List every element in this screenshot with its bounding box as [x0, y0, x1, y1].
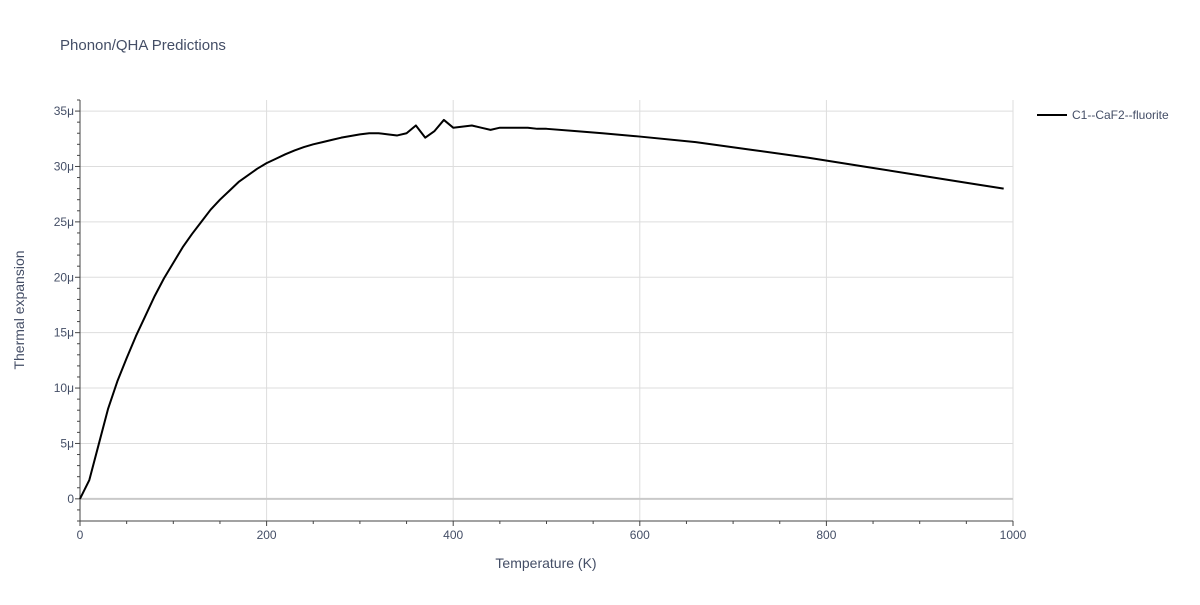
- series-line[interactable]: [79, 118, 1004, 500]
- y-tick-label: 20μ: [54, 270, 74, 284]
- x-tick-label: 400: [443, 528, 463, 542]
- x-tick-label: 600: [630, 528, 650, 542]
- y-tick-label: 25μ: [54, 215, 74, 229]
- x-tick-label: 200: [257, 528, 277, 542]
- x-tick-label: 1000: [1000, 528, 1027, 542]
- series-layer: [79, 118, 1004, 500]
- y-axis-title: Thermal expansion: [11, 250, 27, 369]
- y-tick-label: 5μ: [60, 436, 74, 450]
- grid-lines: [80, 100, 1014, 521]
- y-tick-label: 0: [67, 492, 74, 506]
- axes: [75, 99, 1014, 526]
- chart-title: Phonon/QHA Predictions: [60, 37, 226, 54]
- x-axis-title: Temperature (K): [495, 555, 596, 571]
- legend[interactable]: C1--CaF2--fluorite: [1037, 108, 1169, 122]
- y-tick-label: 10μ: [54, 381, 74, 395]
- tick-labels: 0 200 400 600 800 1000 0 5μ 10μ 15μ 20μ 25μ 30μ 35μ: [54, 104, 1027, 542]
- y-tick-label: 30μ: [54, 159, 74, 173]
- y-tick-label: 35μ: [54, 104, 74, 118]
- y-tick-label: 15μ: [54, 326, 74, 340]
- x-tick-label: 800: [816, 528, 836, 542]
- x-tick-label: 0: [77, 528, 84, 542]
- legend-label: C1--CaF2--fluorite: [1072, 108, 1169, 122]
